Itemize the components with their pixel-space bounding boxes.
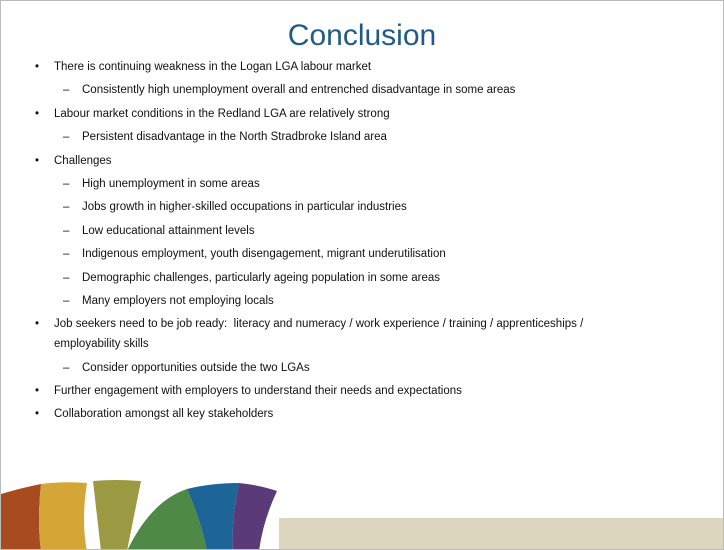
footer-band — [279, 518, 723, 549]
marker: – — [63, 361, 70, 374]
sub-bullet: – High unemployment in some areas — [1, 174, 682, 194]
bullet: • Collaboration amongst all key stakehold… — [1, 404, 614, 424]
bullet: • Job seekers need to be job ready: liter… — [1, 314, 614, 354]
item-text: Job seekers need to be job ready: litera… — [54, 318, 587, 351]
sub-bullet: – Many employers not employing locals — [1, 291, 682, 311]
strip — [93, 480, 141, 549]
sub-bullet: – Low educational attainment levels — [1, 221, 682, 241]
marker: – — [63, 177, 70, 190]
strip — [128, 489, 207, 549]
marker: • — [35, 408, 40, 421]
item-text: Persistent disadvantage in the North Str… — [82, 131, 387, 144]
item-text: High unemployment in some areas — [82, 177, 260, 190]
bullet-list: • There is continuing weakness in the Log… — [1, 57, 723, 428]
item-text: There is continuing weakness in the Loga… — [54, 61, 372, 73]
marker: – — [63, 84, 70, 97]
marker: – — [63, 201, 70, 214]
marker: – — [63, 294, 70, 307]
item-text: Consistently high unemployment overall a… — [82, 84, 516, 97]
marker: • — [35, 154, 40, 167]
sub-bullet: – Indigenous employment, youth disengagem… — [1, 244, 682, 264]
item-text: Demographic challenges, particularly age… — [82, 271, 440, 284]
item-text: Low educational attainment levels — [82, 224, 255, 237]
marker: – — [63, 248, 70, 261]
strip — [1, 484, 41, 549]
marker: – — [63, 131, 70, 144]
sub-bullet: – Demographic challenges, particularly ag… — [1, 268, 682, 288]
marker: • — [35, 107, 40, 120]
item-text: Labour market conditions in the Redland … — [54, 107, 390, 120]
item-text: Indigenous employment, youth disengageme… — [82, 248, 446, 261]
strip — [39, 482, 87, 549]
marker: • — [35, 318, 40, 331]
marker: – — [63, 224, 70, 237]
slide-title: Conclusion — [287, 19, 437, 52]
bullet: • Labour market conditions in the Redland… — [1, 104, 614, 124]
item-text: Consider opportunities outside the two L… — [82, 361, 310, 374]
marker: • — [35, 61, 40, 73]
sub-bullet: – Persistent disadvantage in the North St… — [1, 127, 682, 147]
sub-bullet: – Consistently high unemployment overall … — [1, 80, 682, 100]
bullet: • Challenges — [1, 151, 614, 171]
strip — [187, 483, 239, 549]
item-text: Jobs growth in higher-skilled occupation… — [82, 201, 407, 214]
marker: • — [35, 385, 40, 398]
item-text: Collaboration amongst all key stakeholde… — [54, 408, 274, 421]
strip — [232, 483, 277, 549]
marker: – — [63, 271, 70, 284]
sub-bullet: – Jobs growth in higher-skilled occupatio… — [1, 197, 682, 217]
item-text: Further engagement with employers to und… — [54, 385, 462, 398]
bullet: • There is continuing weakness in the Log… — [1, 57, 614, 77]
item-text: Many employers not employing locals — [82, 294, 274, 307]
item-text: Challenges — [54, 154, 112, 167]
bullet: • Further engagement with employers to un… — [1, 381, 614, 401]
sub-bullet: – Consider opportunities outside the two … — [1, 358, 682, 378]
